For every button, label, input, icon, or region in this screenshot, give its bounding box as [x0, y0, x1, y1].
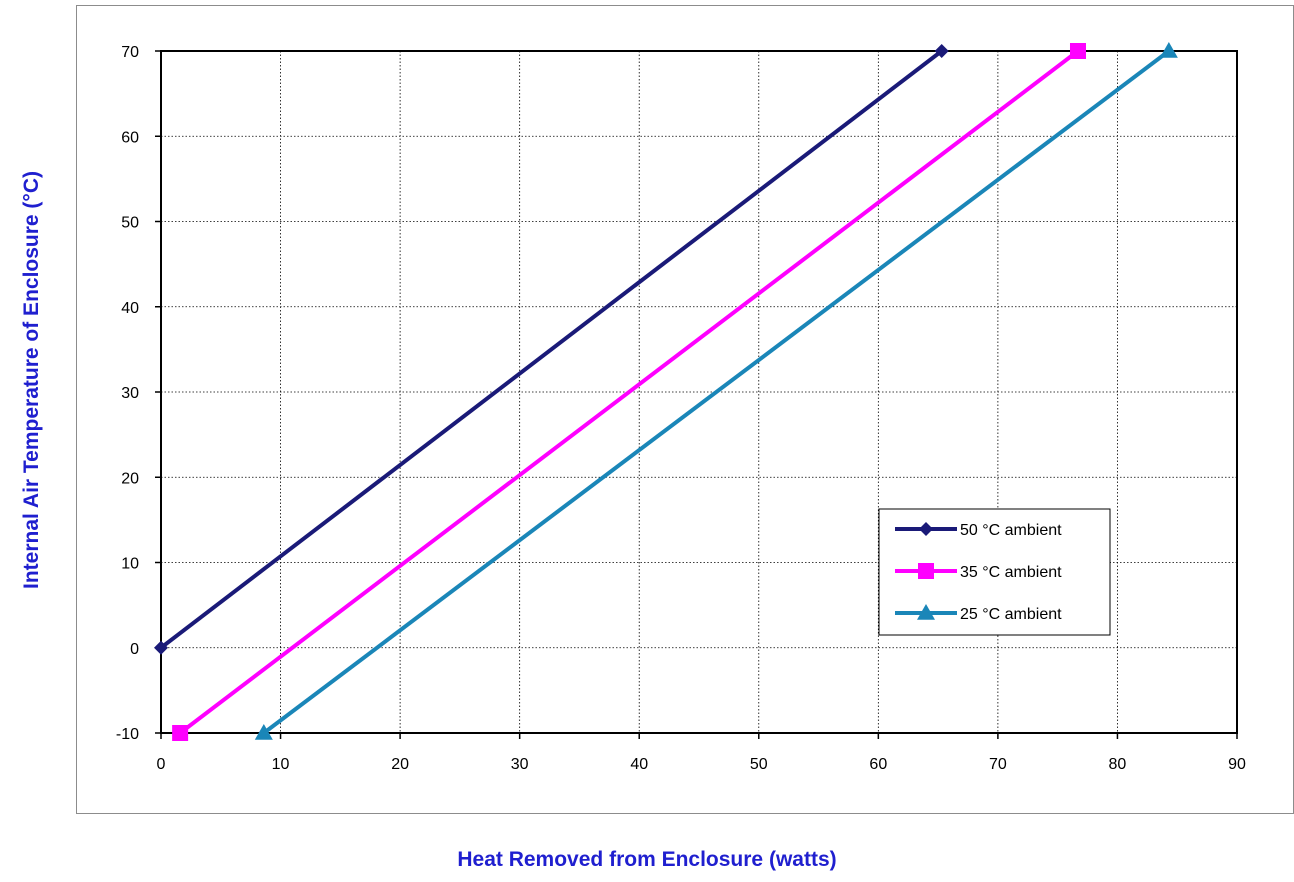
series-line	[262, 49, 1171, 735]
x-axis-title: Heat Removed from Enclosure (watts)	[457, 848, 837, 871]
series-line	[159, 49, 943, 650]
y-axis-title: Internal Air Temperature of Enclosure (°…	[20, 171, 43, 589]
legend-marker	[918, 563, 934, 579]
x-tick-label: 60	[869, 756, 887, 773]
legend-marker	[917, 604, 935, 620]
y-tick-label: 20	[121, 470, 139, 487]
data-point	[934, 44, 949, 58]
x-tick-label: 0	[157, 756, 166, 773]
y-tick-label: 50	[121, 215, 139, 232]
x-tick-label: 70	[989, 756, 1007, 773]
data-point	[1159, 42, 1178, 58]
y-tick-label: 70	[121, 44, 139, 61]
y-tick-label: 10	[121, 556, 139, 573]
y-tick-label: 60	[121, 129, 139, 146]
x-tick-label: 10	[272, 756, 290, 773]
series-line	[178, 49, 1080, 735]
x-tick-label: 90	[1228, 756, 1246, 773]
x-tick-label: 50	[750, 756, 768, 773]
legend-label: 50 °C ambient	[960, 522, 1062, 539]
legend-label: 35 °C ambient	[960, 564, 1062, 581]
legend-marker	[919, 522, 933, 536]
y-tick-label: 40	[121, 300, 139, 317]
y-tick-label: 0	[130, 641, 139, 658]
data-point	[254, 724, 273, 740]
data-point	[172, 725, 189, 741]
y-tick-label: -10	[116, 726, 139, 743]
x-tick-label: 30	[511, 756, 529, 773]
legend-label: 25 °C ambient	[960, 606, 1062, 623]
y-tick-label: 30	[121, 385, 139, 402]
data-point	[1069, 43, 1086, 59]
x-tick-label: 40	[630, 756, 648, 773]
x-tick-label: 20	[391, 756, 409, 773]
data-point	[154, 640, 168, 655]
x-tick-label: 80	[1109, 756, 1127, 773]
